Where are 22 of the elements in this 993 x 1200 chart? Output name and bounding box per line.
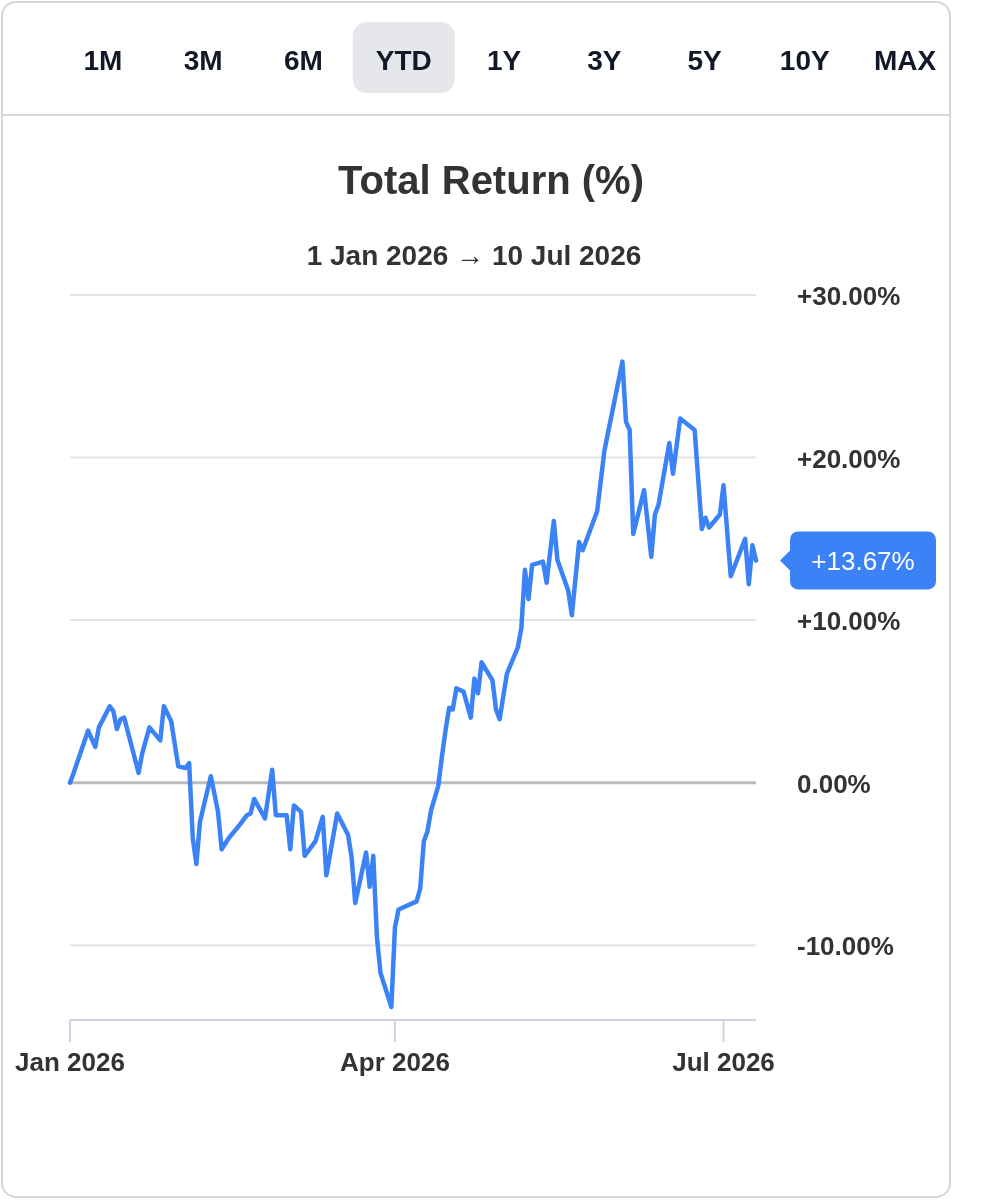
chart-title: Total Return (%) bbox=[338, 158, 644, 202]
x-tick-label: Jan 2026 bbox=[15, 1047, 125, 1077]
y-tick-label: +10.00% bbox=[797, 606, 901, 637]
x-tick-label: Jul 2026 bbox=[672, 1047, 775, 1077]
annotation: +13.67% bbox=[811, 546, 915, 577]
value-callout: +13.67% bbox=[780, 531, 936, 590]
text: 10Y bbox=[779, 45, 830, 76]
line-series bbox=[67, 359, 759, 1010]
text: 1M bbox=[83, 45, 123, 76]
chart-subtitle: 1 Jan 2026 → 10 Jul 2026 bbox=[306, 240, 642, 271]
y-tick-label: +30.00% bbox=[797, 281, 901, 311]
y-tick-label: -10.00% bbox=[797, 931, 894, 962]
text: 1Y bbox=[486, 45, 522, 76]
text: 3Y bbox=[587, 45, 622, 76]
text: YTD bbox=[375, 45, 432, 76]
x-tick-label: Apr 2026 bbox=[340, 1047, 450, 1077]
text: MAX bbox=[873, 45, 937, 76]
text: 3M bbox=[183, 45, 223, 76]
text: 5Y bbox=[687, 45, 722, 76]
y-tick-label: +20.00% bbox=[797, 443, 901, 474]
text: 6M bbox=[284, 45, 323, 76]
y-tick-label: 0.00% bbox=[797, 768, 871, 799]
